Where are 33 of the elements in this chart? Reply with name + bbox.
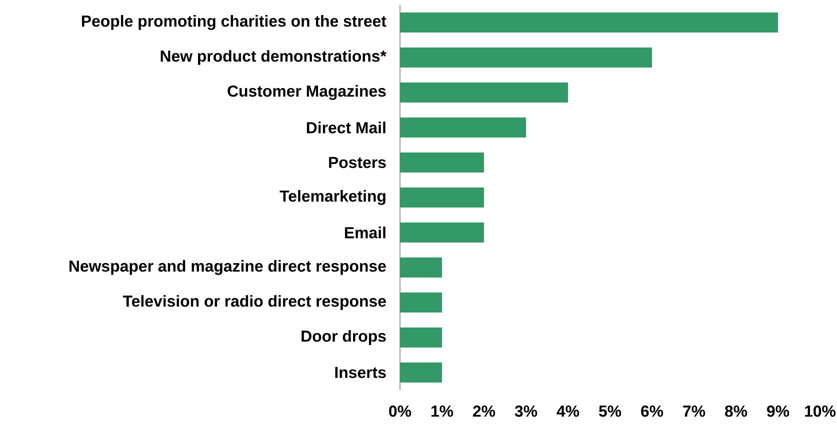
x-tick-label: 6% xyxy=(641,406,664,417)
x-tick-label: 3% xyxy=(514,406,538,417)
x-tick-label: 10% xyxy=(805,406,836,417)
bar xyxy=(400,48,652,68)
y-tick-label: Email xyxy=(345,226,386,238)
y-tick-label: Newspaper and magazine direct response xyxy=(70,260,386,275)
bar xyxy=(400,362,442,383)
y-tick-label: Inserts xyxy=(335,366,386,378)
y-tick-label: Direct Mail xyxy=(306,122,386,134)
bar xyxy=(400,188,484,208)
y-tick-label: New product demonstrations* xyxy=(160,50,386,65)
bar xyxy=(400,152,484,173)
y-tick-label: Door drops xyxy=(302,330,386,345)
x-tick-label: 5% xyxy=(598,406,622,417)
x-tick-label: 1% xyxy=(431,406,454,417)
x-tick-label: 0% xyxy=(389,406,412,417)
y-tick-label: People promoting charities on the street xyxy=(82,15,386,30)
bar xyxy=(400,258,442,278)
y-tick-label: Posters xyxy=(329,156,386,168)
bar xyxy=(400,328,442,348)
bar xyxy=(400,12,778,32)
x-tick-label: 9% xyxy=(767,406,790,417)
bar xyxy=(400,292,442,313)
bar xyxy=(400,118,526,138)
y-tick-label: Telemarketing xyxy=(280,190,386,205)
x-tick-label: 4% xyxy=(556,406,580,417)
bar xyxy=(400,222,484,243)
y-tick-label: Television or radio direct response xyxy=(122,295,386,310)
bar xyxy=(400,82,568,102)
y-tick-label: Customer Magazines xyxy=(228,85,386,100)
x-tick-label: 7% xyxy=(683,406,706,417)
x-tick-label: 2% xyxy=(473,406,496,417)
x-tick-label: 8% xyxy=(724,406,748,417)
